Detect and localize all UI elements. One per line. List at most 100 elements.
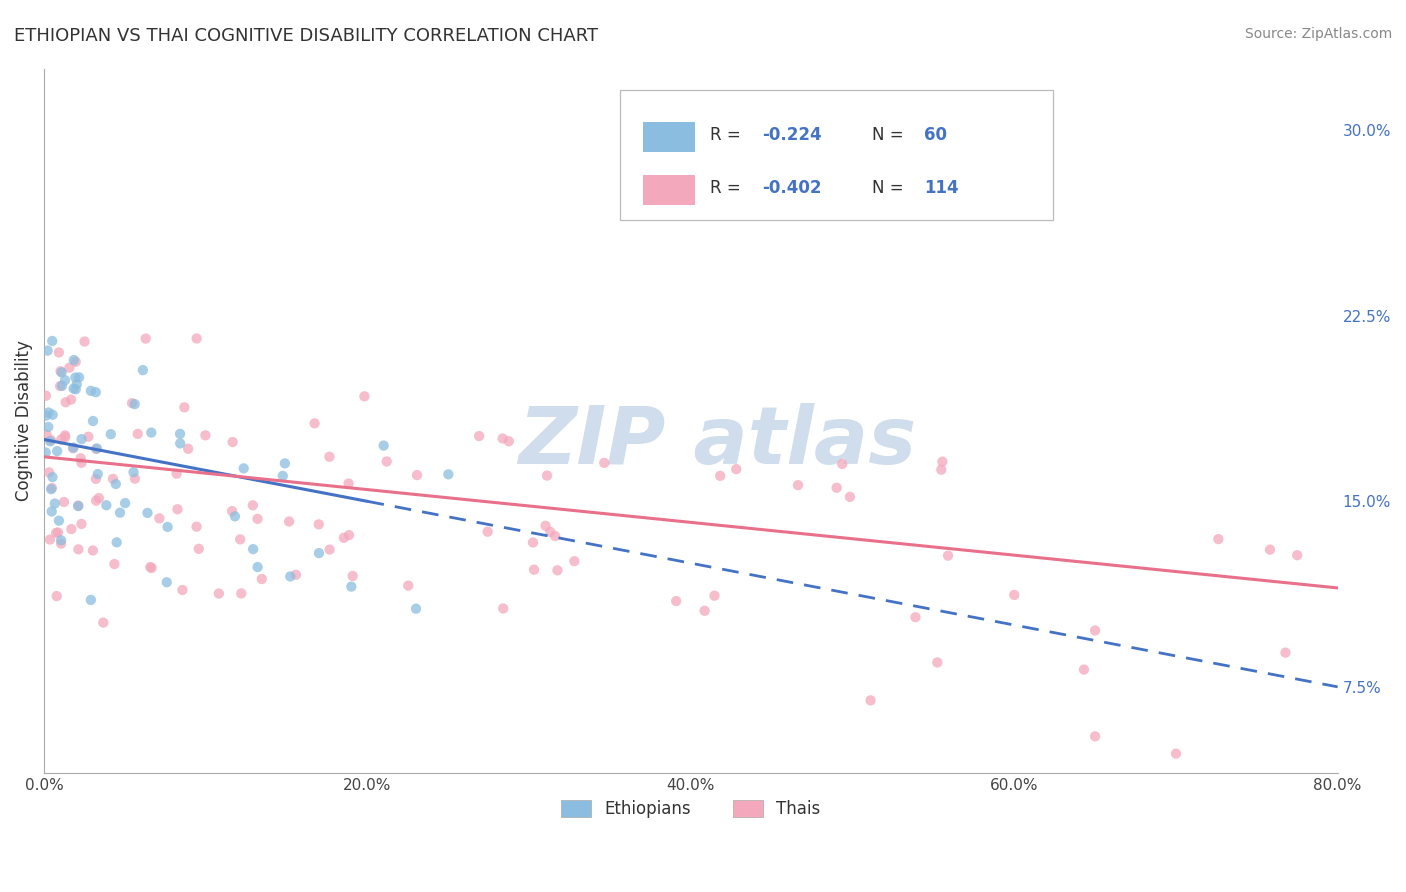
Point bbox=[173, 401, 195, 415]
Point bbox=[35, 445, 58, 459]
Point bbox=[38, 466, 60, 480]
Point bbox=[67, 542, 90, 557]
Point bbox=[135, 332, 157, 346]
Point bbox=[41, 470, 63, 484]
Point bbox=[104, 477, 127, 491]
Point bbox=[70, 432, 93, 446]
Point bbox=[35, 389, 58, 403]
Point bbox=[62, 441, 84, 455]
Point bbox=[141, 425, 163, 440]
Point bbox=[51, 365, 73, 379]
Text: ZIP atlas: ZIP atlas bbox=[517, 403, 915, 481]
Point bbox=[103, 557, 125, 571]
Point bbox=[136, 506, 159, 520]
Point bbox=[67, 499, 90, 513]
Point bbox=[522, 535, 544, 549]
Point bbox=[492, 432, 515, 446]
Point bbox=[375, 454, 398, 468]
Point bbox=[221, 504, 243, 518]
Point bbox=[87, 467, 110, 481]
Point bbox=[132, 363, 155, 377]
Point bbox=[927, 656, 949, 670]
Point bbox=[122, 465, 145, 479]
Point bbox=[337, 528, 360, 542]
Point bbox=[342, 569, 364, 583]
Point bbox=[831, 457, 853, 471]
Point bbox=[936, 549, 959, 563]
Point bbox=[498, 434, 520, 449]
Point bbox=[121, 396, 143, 410]
Point bbox=[46, 444, 69, 458]
Point bbox=[693, 604, 716, 618]
Point bbox=[929, 463, 952, 477]
Point bbox=[166, 467, 188, 481]
Point bbox=[242, 498, 264, 512]
Point bbox=[35, 409, 58, 423]
Point bbox=[1084, 624, 1107, 638]
Point bbox=[1258, 542, 1281, 557]
Point bbox=[156, 520, 179, 534]
Point bbox=[45, 589, 67, 603]
Point bbox=[58, 360, 80, 375]
Point bbox=[1164, 747, 1187, 761]
Text: 114: 114 bbox=[924, 179, 959, 197]
Point bbox=[51, 433, 73, 447]
Text: -0.224: -0.224 bbox=[762, 127, 821, 145]
Point bbox=[65, 382, 87, 396]
Point bbox=[69, 451, 91, 466]
Point bbox=[186, 519, 208, 533]
Point bbox=[308, 546, 330, 560]
Point bbox=[52, 495, 75, 509]
Point bbox=[246, 512, 269, 526]
Point bbox=[156, 575, 179, 590]
Point bbox=[39, 433, 62, 447]
Text: R =: R = bbox=[710, 179, 747, 197]
Text: -0.402: -0.402 bbox=[762, 179, 821, 197]
Point bbox=[278, 515, 301, 529]
Point bbox=[70, 456, 93, 470]
Point bbox=[250, 572, 273, 586]
Point bbox=[45, 525, 67, 540]
Point bbox=[177, 442, 200, 456]
Point bbox=[101, 472, 124, 486]
Point bbox=[124, 472, 146, 486]
Point bbox=[538, 524, 561, 539]
Point bbox=[82, 543, 104, 558]
Legend: Ethiopians, Thais: Ethiopians, Thais bbox=[554, 794, 827, 825]
Point bbox=[37, 420, 59, 434]
Point bbox=[703, 589, 725, 603]
Point bbox=[49, 379, 72, 393]
Point bbox=[73, 334, 96, 349]
Point bbox=[37, 343, 59, 358]
Point bbox=[84, 493, 107, 508]
Point bbox=[709, 468, 731, 483]
Point bbox=[308, 517, 330, 532]
Point bbox=[70, 516, 93, 531]
Y-axis label: Cognitive Disability: Cognitive Disability bbox=[15, 341, 32, 501]
Point bbox=[208, 586, 231, 600]
Point bbox=[534, 518, 557, 533]
Point bbox=[1274, 646, 1296, 660]
Point bbox=[53, 373, 76, 387]
Point bbox=[544, 529, 567, 543]
Point bbox=[84, 472, 107, 486]
Point bbox=[318, 450, 340, 464]
Point bbox=[564, 554, 586, 568]
Point bbox=[82, 414, 104, 428]
Point bbox=[105, 535, 128, 549]
Point bbox=[62, 441, 84, 455]
Point bbox=[67, 370, 90, 384]
Point bbox=[231, 586, 253, 600]
Point bbox=[242, 542, 264, 557]
Point bbox=[1002, 588, 1025, 602]
Text: N =: N = bbox=[872, 179, 908, 197]
Point bbox=[46, 525, 69, 540]
Point bbox=[49, 533, 72, 548]
Point bbox=[87, 491, 110, 505]
Point bbox=[787, 478, 810, 492]
Point bbox=[232, 461, 254, 475]
Point bbox=[318, 542, 340, 557]
Point bbox=[55, 395, 77, 409]
Point bbox=[86, 442, 108, 456]
Point bbox=[63, 353, 86, 368]
